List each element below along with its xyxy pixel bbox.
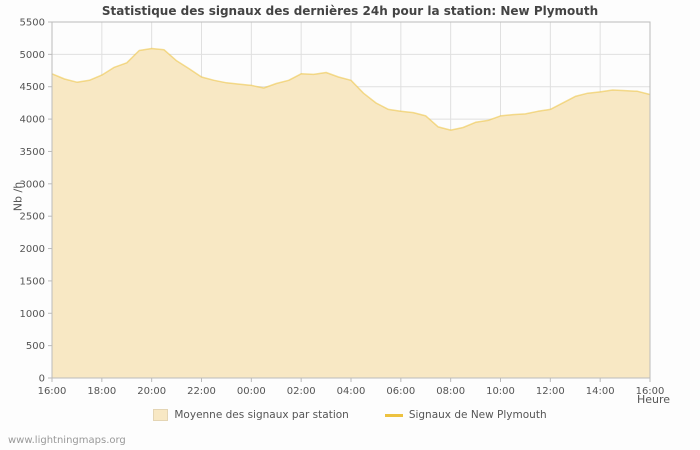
line-swatch-icon (384, 413, 403, 417)
svg-text:1000: 1000 (20, 309, 45, 320)
legend-label-average: Moyenne des signaux par station (174, 409, 349, 421)
chart-legend: Moyenne des signaux par station Signaux … (0, 409, 700, 421)
svg-text:2500: 2500 (20, 212, 45, 223)
svg-text:00:00: 00:00 (237, 386, 266, 397)
svg-text:04:00: 04:00 (337, 386, 366, 397)
svg-text:2000: 2000 (20, 244, 45, 255)
watermark-text: www.lightningmaps.org (8, 435, 126, 446)
x-axis-label: Heure (636, 393, 670, 406)
svg-text:4000: 4000 (20, 115, 45, 126)
svg-text:3500: 3500 (20, 147, 45, 158)
svg-text:12:00: 12:00 (536, 386, 565, 397)
svg-text:18:00: 18:00 (87, 386, 116, 397)
svg-text:06:00: 06:00 (386, 386, 415, 397)
svg-text:16:00: 16:00 (38, 386, 67, 397)
svg-text:08:00: 08:00 (436, 386, 465, 397)
svg-text:20:00: 20:00 (137, 386, 166, 397)
legend-label-station: Signaux de New Plymouth (408, 409, 547, 421)
svg-text:02:00: 02:00 (287, 386, 316, 397)
svg-text:1500: 1500 (20, 276, 45, 287)
svg-text:5500: 5500 (20, 18, 45, 29)
svg-text:10:00: 10:00 (486, 386, 515, 397)
svg-text:3000: 3000 (20, 179, 45, 190)
svg-text:500: 500 (26, 341, 45, 352)
svg-text:22:00: 22:00 (187, 386, 216, 397)
legend-item-average: Moyenne des signaux par station (153, 409, 349, 421)
svg-text:0: 0 (39, 374, 45, 385)
svg-text:14:00: 14:00 (586, 386, 615, 397)
chart-title: Statistique des signaux des dernières 24… (101, 4, 599, 18)
legend-item-station: Signaux de New Plymouth (384, 409, 547, 421)
area-swatch-icon (153, 409, 169, 421)
svg-text:16:00: 16:00 (636, 386, 665, 397)
svg-text:4500: 4500 (20, 82, 45, 93)
svg-text:5000: 5000 (20, 50, 45, 61)
